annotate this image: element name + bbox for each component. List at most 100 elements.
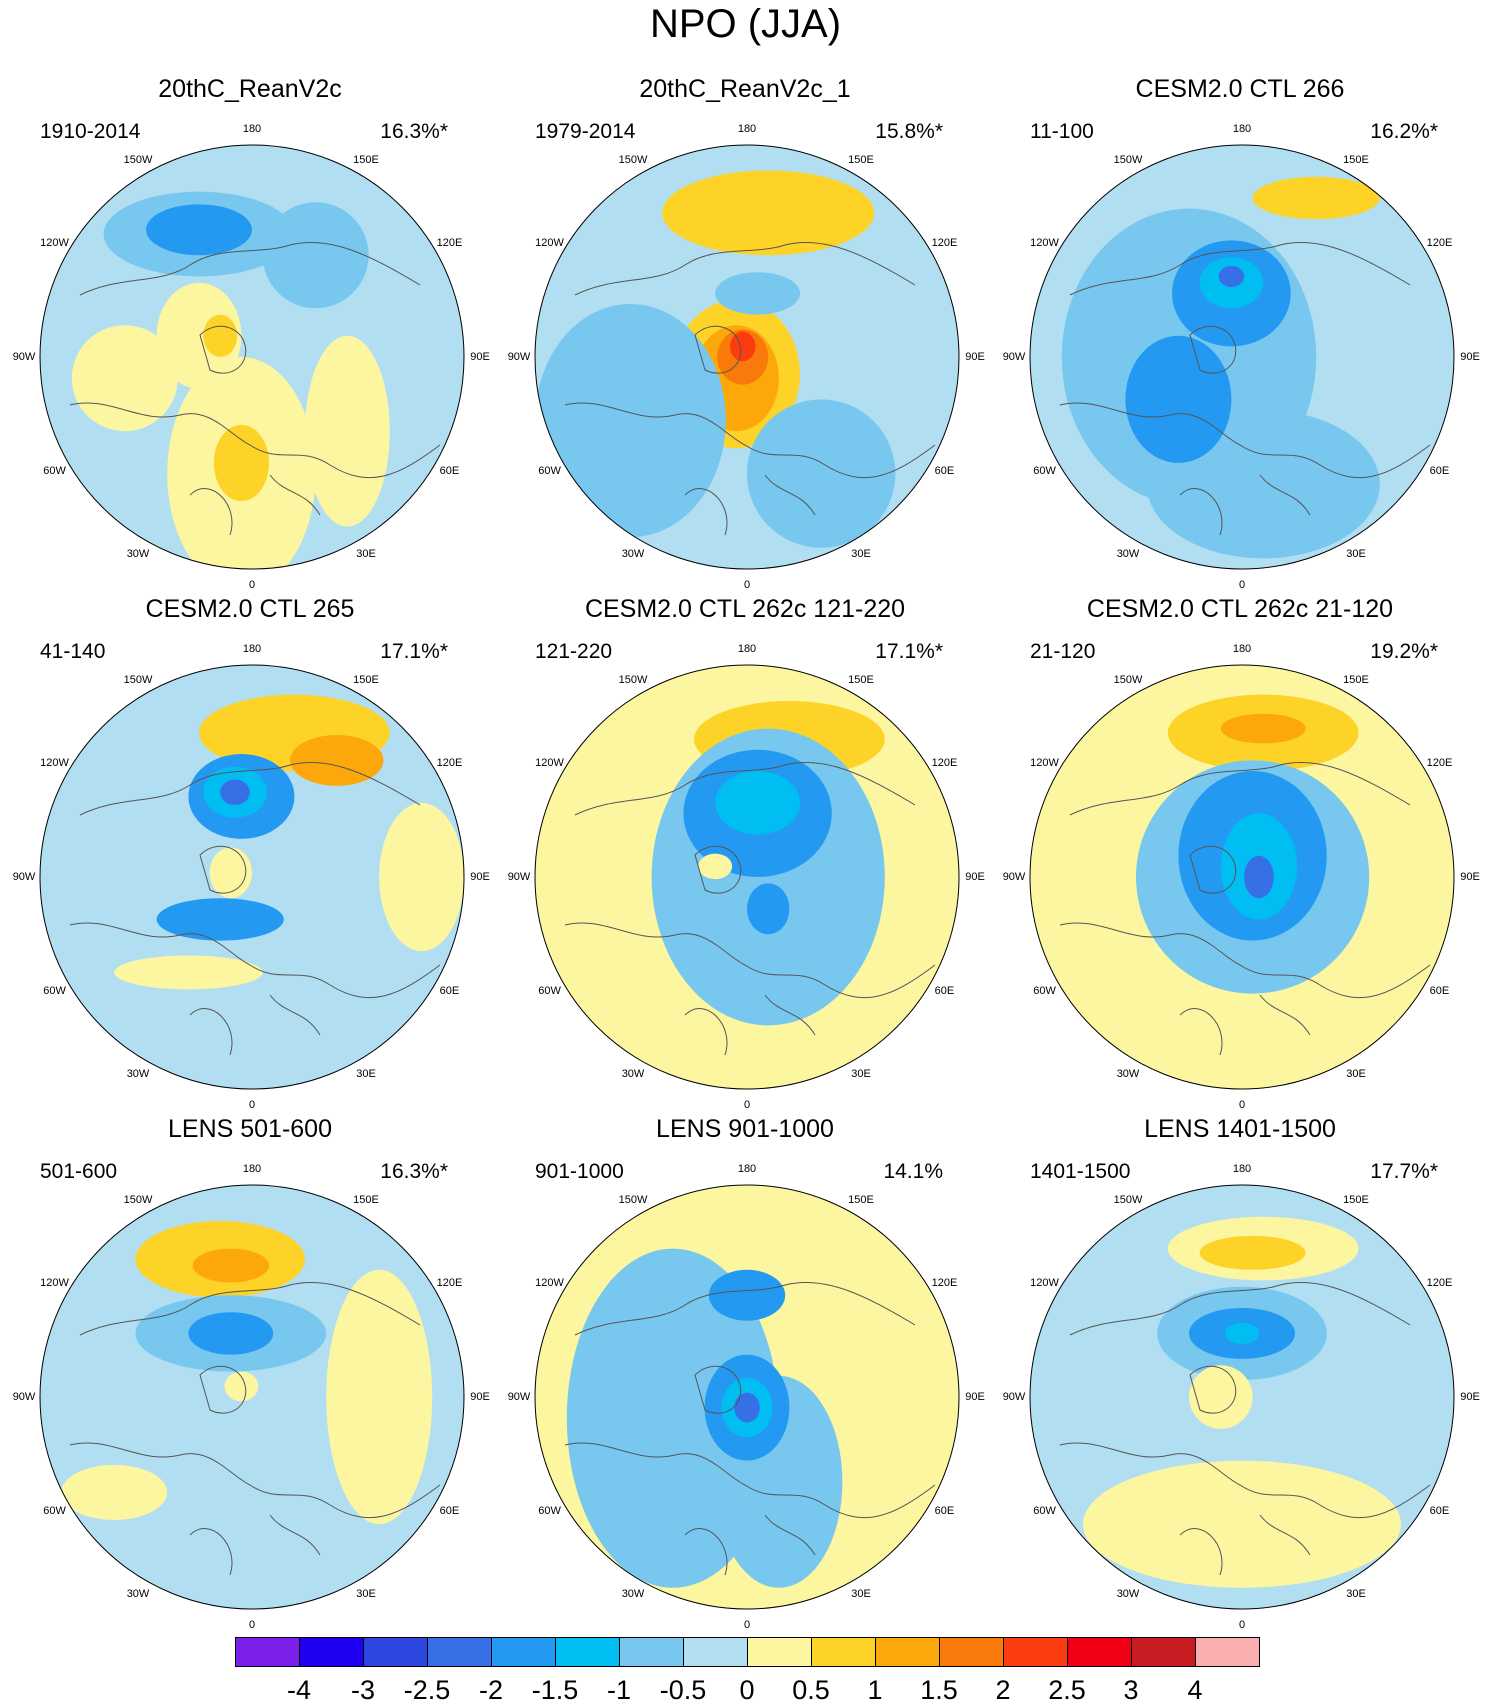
longitude-label: 0	[743, 579, 751, 591]
longitude-label: 0	[1238, 1099, 1246, 1111]
longitude-label: 60W	[1033, 985, 1056, 997]
coastline	[564, 1281, 936, 1576]
anomaly-contour-pos1	[326, 1269, 433, 1525]
colorbar-tick-label: 1	[867, 1675, 883, 1705]
panel-year-range: 1979-2014	[535, 120, 636, 143]
anomaly-contour-neg1	[747, 399, 896, 548]
map-panel: 20thC_ReanV2c_1 1979-2014 15.8%* 180 150W 150…	[495, 75, 995, 595]
longitude-label: 30W	[621, 1068, 645, 1081]
map-panel: LENS 901-1000 901-1000 14.1% 180 150W 150E 120…	[495, 1115, 995, 1635]
longitude-label: 60E	[439, 465, 460, 477]
anomaly-contour-pos1	[224, 1371, 259, 1402]
anomaly-contour-neg2	[146, 204, 252, 256]
longitude-label: 120W	[535, 237, 564, 249]
map-panel: CESM2.0 CTL 262c 21-120 21-120 19.2%* 180 15…	[990, 595, 1490, 1115]
longitude-label: 60E	[1429, 985, 1450, 997]
colorbar-tick-label: -0.5	[659, 1675, 707, 1705]
polar-stereographic-map	[1029, 664, 1455, 1090]
longitude-label: 150W	[618, 673, 648, 686]
longitude-label: 150E	[1343, 153, 1369, 166]
longitude-label: 150W	[1113, 1193, 1143, 1206]
colorbar-swatch	[1131, 1637, 1196, 1667]
polar-stereographic-map	[39, 1184, 465, 1610]
anomaly-contour-neg4	[220, 779, 250, 805]
colorbar-swatch	[811, 1637, 876, 1667]
panel-variance-percent: 17.1%*	[380, 640, 448, 663]
colorbar-swatch	[1003, 1637, 1068, 1667]
longitude-label: 120W	[1030, 1277, 1059, 1289]
anomaly-contour-pos2	[203, 314, 238, 357]
longitude-label: 150E	[353, 1193, 379, 1206]
longitude-label: 120E	[1426, 757, 1453, 769]
anomaly-contour-pos3	[290, 734, 384, 786]
longitude-label: 120W	[40, 237, 69, 249]
colorbar-tick-label: -2.5	[403, 1675, 451, 1705]
map-panel: LENS 1401-1500 1401-1500 17.7%* 180 150W 150E…	[990, 1115, 1490, 1635]
longitude-label: 30E	[851, 548, 871, 561]
colorbar-tick-label: 2.5	[1048, 1675, 1086, 1705]
panel-variance-percent: 15.8%*	[875, 120, 943, 143]
colorbar-swatch	[363, 1637, 428, 1667]
colorbar-swatch	[299, 1637, 364, 1667]
longitude-label: 60W	[43, 1505, 66, 1517]
colorbar-tick-label: -3	[350, 1675, 376, 1705]
panel-title: LENS 501-600	[167, 1115, 332, 1143]
longitude-label: 30E	[1346, 1588, 1366, 1601]
colorbar-swatch	[1067, 1637, 1132, 1667]
anomaly-contour-neg1	[535, 304, 726, 538]
map-border	[534, 144, 960, 570]
longitude-label: 60W	[43, 465, 66, 477]
longitude-label: 120E	[436, 1277, 463, 1289]
longitude-label: 120E	[436, 757, 463, 769]
longitude-label: 180	[737, 643, 757, 655]
longitude-label: 30W	[126, 1068, 150, 1081]
longitude-label: 180	[242, 123, 262, 135]
colorbar-swatch	[427, 1637, 492, 1667]
longitude-label: 120W	[535, 757, 564, 769]
colorbar-swatch	[683, 1637, 748, 1667]
map-border	[534, 664, 960, 1090]
anomaly-contour-pos3	[1220, 713, 1306, 744]
longitude-label: 150W	[123, 1193, 153, 1206]
longitude-label: 120W	[40, 757, 69, 769]
map-border	[1029, 144, 1455, 570]
panel-title: 20thC_ReanV2c	[158, 75, 342, 103]
longitude-label: 90W	[507, 351, 531, 363]
panel-year-range: 901-1000	[535, 1160, 624, 1183]
longitude-label: 150E	[1343, 673, 1369, 686]
longitude-label: 60E	[934, 465, 955, 477]
longitude-label: 90W	[12, 871, 36, 883]
coastline	[564, 761, 936, 1056]
longitude-label: 30E	[356, 1068, 376, 1081]
coastline	[564, 241, 936, 536]
colorbar-swatch	[619, 1637, 684, 1667]
longitude-label: 150E	[1343, 1193, 1369, 1206]
anomaly-contour-pos1	[1189, 1365, 1253, 1429]
longitude-label: 0	[248, 1619, 256, 1631]
longitude-label: 30E	[1346, 1068, 1366, 1081]
polar-stereographic-map	[534, 1184, 960, 1610]
longitude-label: 0	[248, 1099, 256, 1111]
longitude-label: 180	[1232, 1163, 1252, 1175]
longitude-label: 180	[737, 123, 757, 135]
anomaly-contour-pos1	[698, 853, 733, 880]
anomaly-contour-neg4	[1218, 265, 1245, 288]
panel-title: CESM2.0 CTL 266	[1135, 75, 1345, 103]
longitude-label: 90E	[470, 351, 490, 363]
longitude-label: 30E	[851, 1068, 871, 1081]
panel-variance-percent: 16.2%*	[1370, 120, 1438, 143]
longitude-label: 30W	[1116, 1068, 1140, 1081]
panel-title: CESM2.0 CTL 265	[145, 595, 355, 623]
longitude-label: 30W	[126, 548, 150, 561]
colorbar-tick-label: -1.5	[531, 1675, 579, 1705]
longitude-label: 30E	[356, 1588, 376, 1601]
longitude-label: 60E	[1429, 1505, 1450, 1517]
panel-year-range: 41-140	[40, 640, 106, 663]
longitude-label: 30W	[1116, 1588, 1140, 1601]
map-panel: CESM2.0 CTL 266 11-100 16.2%* 180 150W 150E 12…	[990, 75, 1490, 595]
anomaly-contour-neg2	[708, 1269, 786, 1321]
longitude-label: 0	[743, 1099, 751, 1111]
panel-title: CESM2.0 CTL 262c 121-220	[584, 595, 906, 623]
coastline	[69, 761, 441, 1056]
anomaly-contour-pos1	[305, 335, 390, 527]
